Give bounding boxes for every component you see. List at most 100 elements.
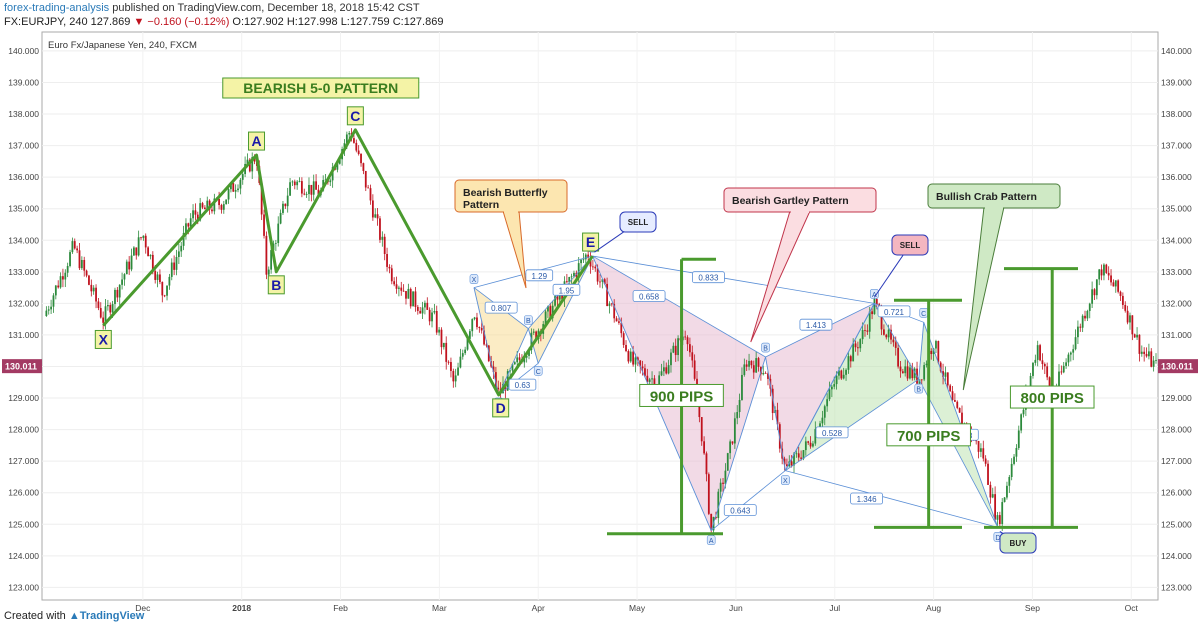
candle-body — [980, 448, 982, 452]
candle-body — [97, 301, 100, 309]
pip-label: 900 PIPS — [650, 388, 713, 405]
candle-body — [1110, 275, 1112, 283]
last-price: 127.869 — [90, 16, 131, 28]
candle-body — [1058, 371, 1060, 389]
x-tick-label: Mar — [432, 603, 447, 613]
candle-body — [528, 349, 530, 356]
candle-body — [849, 356, 852, 362]
candle-body — [296, 181, 299, 186]
butterfly-point-label: X — [472, 277, 477, 284]
candle-body — [71, 241, 74, 253]
candle-body — [1020, 414, 1023, 431]
footer: Created with ▲TradingView — [4, 610, 144, 622]
candle-body — [1091, 289, 1094, 304]
y-tick-label-left: 133.000 — [8, 267, 39, 277]
candle-body — [715, 516, 717, 519]
published-text: published on TradingView.com, December 1… — [112, 2, 420, 14]
candle-body — [440, 329, 443, 348]
candle-body — [639, 360, 642, 367]
candle-body — [83, 259, 86, 271]
five-zero-point-box — [582, 232, 600, 252]
candle-body — [641, 366, 644, 369]
candle-body — [660, 371, 663, 376]
candle-body — [658, 375, 661, 387]
candle-body — [797, 453, 800, 458]
candle-body — [627, 351, 630, 362]
candle-body — [1006, 485, 1008, 498]
candle-body — [135, 247, 138, 256]
candle-body — [949, 385, 952, 392]
crab-ratio-box — [877, 305, 911, 318]
butterfly-point-label: C — [536, 369, 541, 376]
candle-body — [473, 317, 476, 320]
candle-body — [854, 343, 857, 348]
candle-body — [707, 474, 710, 514]
candle-body — [1008, 477, 1011, 486]
candle-body — [956, 401, 959, 408]
candle-body — [300, 181, 303, 194]
candle-body — [1034, 359, 1037, 363]
candle-body — [177, 251, 180, 258]
y-tick-label-left: 129.000 — [8, 393, 39, 403]
gartley-point-label: B — [763, 346, 768, 353]
candle-body — [587, 254, 590, 258]
candle-body — [665, 367, 668, 374]
candle-body — [667, 365, 670, 374]
candle-body — [173, 262, 176, 270]
candle-body — [518, 357, 521, 360]
crab-point-label-box — [869, 289, 879, 299]
candle-body — [166, 285, 168, 296]
author-link[interactable]: forex-trading-analysis — [4, 2, 110, 14]
candle-body — [634, 357, 637, 365]
candle-body — [847, 356, 850, 370]
candle-body — [864, 330, 866, 331]
ohlc-low: L:127.759 — [340, 16, 390, 28]
candle-body — [530, 332, 533, 350]
candle-body — [584, 254, 587, 260]
candle-body — [738, 399, 741, 413]
y-tick-label-right: 125.000 — [1161, 519, 1192, 529]
butterfly-sell-badge: SELL — [628, 218, 649, 227]
candle-body — [69, 252, 71, 267]
candle-body — [700, 417, 703, 442]
candle-body — [405, 291, 407, 299]
candle-body — [431, 312, 433, 322]
candle-body — [599, 281, 601, 283]
candle-body — [478, 327, 481, 328]
crab-ratio-box — [815, 426, 849, 439]
candle-body — [284, 203, 287, 207]
candle-body — [885, 334, 888, 338]
candle-body — [54, 285, 57, 296]
candle-body — [1148, 351, 1150, 357]
candle-body — [532, 331, 535, 333]
last-price-tag: 130.011 130.011 — [2, 359, 1198, 374]
gartley-callout-text: Bearish Gartley Pattern — [732, 195, 849, 207]
candle-body — [383, 236, 386, 255]
candle-body — [168, 276, 171, 286]
tradingview-logo-icon[interactable]: ▲ — [68, 610, 80, 622]
candle-body — [814, 429, 817, 444]
candle-body — [840, 370, 843, 379]
candle-body — [47, 309, 50, 311]
candle-body — [752, 365, 755, 373]
tradingview-brand[interactable]: TradingView — [79, 610, 145, 622]
candle-body — [826, 399, 829, 407]
candle-body — [570, 276, 573, 278]
candle-body — [151, 254, 154, 272]
candle-body — [762, 372, 765, 375]
candle-body — [1117, 280, 1120, 292]
y-tick-label-left: 135.000 — [8, 204, 39, 214]
candle-body — [203, 207, 206, 210]
candle-body — [471, 319, 474, 332]
candle-body — [222, 204, 225, 210]
butterfly-ratio-box — [508, 378, 537, 391]
candle-body — [142, 235, 145, 239]
candle-body — [468, 331, 471, 339]
candle-body — [161, 282, 164, 296]
candle-body — [953, 400, 956, 402]
candle-body — [163, 295, 166, 297]
candle-body — [1100, 269, 1103, 276]
candle-body — [277, 223, 280, 243]
candle-body — [270, 250, 273, 270]
